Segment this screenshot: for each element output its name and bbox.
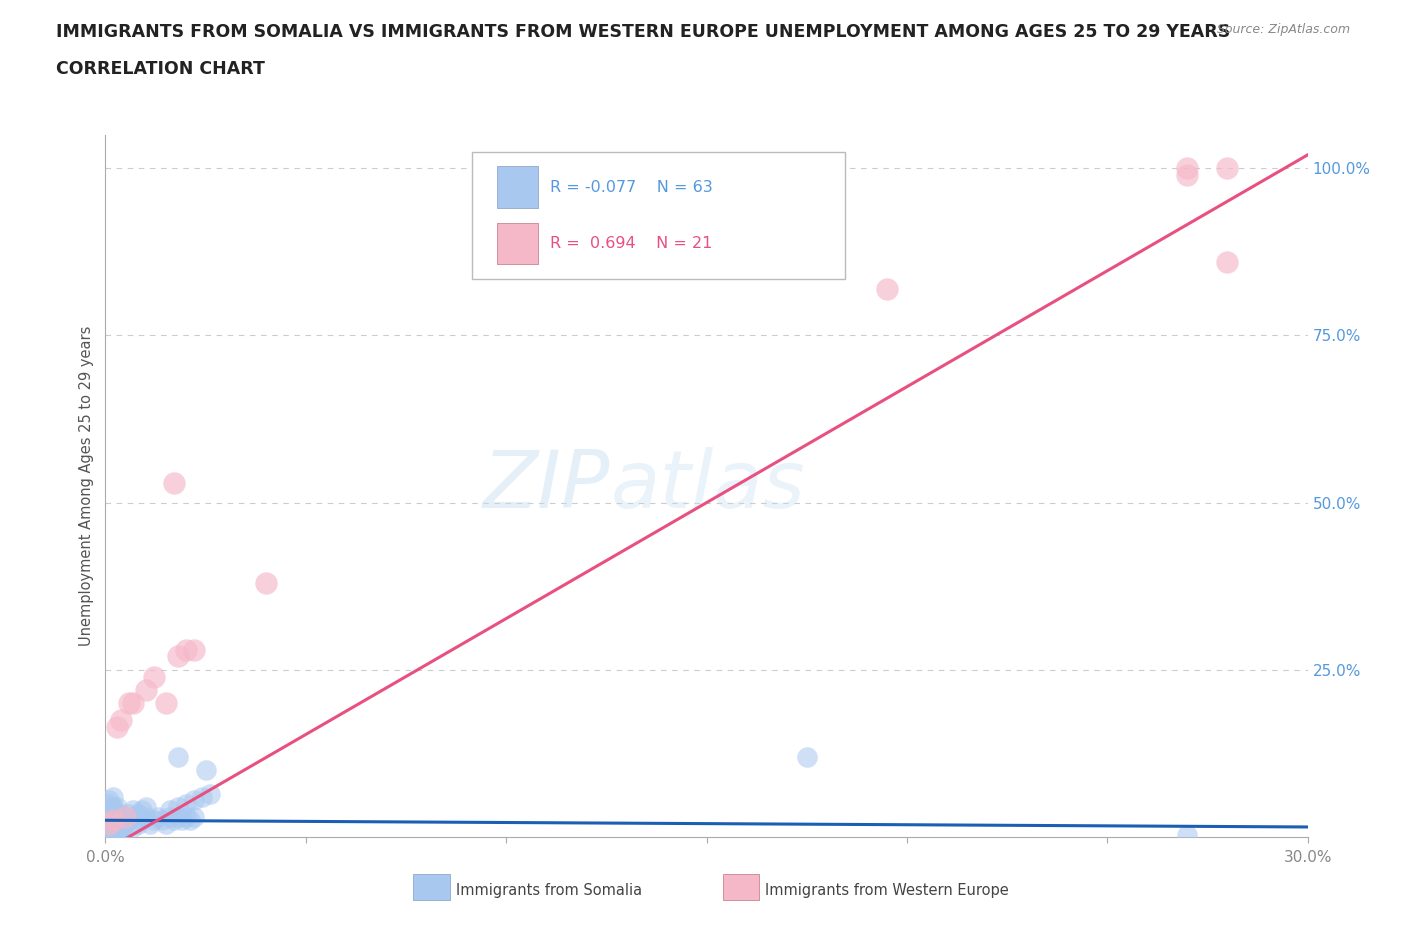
Point [103, 819, 125, 834]
Point [166, 750, 188, 764]
Point [98, 826, 121, 841]
Point [118, 806, 141, 821]
Point [162, 813, 184, 828]
Text: R = -0.077    N = 63: R = -0.077 N = 63 [550, 179, 713, 194]
Point [98, 806, 121, 821]
Point [166, 649, 188, 664]
Point [174, 809, 197, 824]
Point [103, 803, 125, 817]
Point [122, 696, 145, 711]
Point [122, 803, 145, 817]
Point [98, 823, 121, 838]
Point [118, 696, 141, 711]
Point [110, 712, 132, 727]
Point [1177, 828, 1199, 843]
Point [103, 790, 125, 804]
Point [796, 241, 818, 256]
Text: CORRELATION CHART: CORRELATION CHART [56, 60, 266, 78]
Point [142, 813, 165, 828]
Point [183, 643, 205, 658]
Point [103, 817, 125, 831]
Point [107, 826, 129, 841]
Point [107, 823, 129, 838]
Point [155, 817, 177, 831]
Point [110, 819, 132, 834]
Point [114, 809, 136, 824]
Point [110, 823, 132, 838]
Text: ZIP: ZIP [484, 447, 610, 525]
Point [103, 809, 125, 824]
Text: R =  0.694    N = 21: R = 0.694 N = 21 [550, 236, 713, 251]
Point [110, 826, 132, 841]
Point [127, 806, 149, 821]
Point [150, 813, 173, 828]
Point [103, 826, 125, 841]
Point [1216, 255, 1239, 270]
Point [131, 813, 153, 828]
Point [98, 803, 121, 817]
Point [103, 813, 125, 828]
Point [1177, 167, 1199, 182]
Point [98, 817, 121, 831]
Point [107, 806, 129, 821]
Point [98, 817, 121, 831]
FancyBboxPatch shape [498, 222, 538, 264]
Point [162, 475, 184, 490]
Point [170, 813, 193, 828]
Point [122, 819, 145, 834]
Point [103, 819, 125, 834]
Point [135, 800, 157, 815]
FancyBboxPatch shape [498, 166, 538, 208]
Point [114, 809, 136, 824]
Point [98, 796, 121, 811]
Text: IMMIGRANTS FROM SOMALIA VS IMMIGRANTS FROM WESTERN EUROPE UNEMPLOYMENT AMONG AGE: IMMIGRANTS FROM SOMALIA VS IMMIGRANTS FR… [56, 23, 1230, 41]
Text: Immigrants from Western Europe: Immigrants from Western Europe [765, 883, 1008, 897]
Point [166, 800, 188, 815]
Text: Immigrants from Somalia: Immigrants from Somalia [456, 883, 641, 897]
Point [1177, 161, 1199, 176]
Point [254, 576, 277, 591]
FancyBboxPatch shape [472, 153, 845, 279]
Point [107, 813, 129, 828]
Point [1216, 161, 1239, 176]
Point [194, 763, 217, 777]
Point [146, 809, 169, 824]
Point [127, 817, 149, 831]
Point [107, 719, 129, 734]
Point [190, 790, 212, 804]
Point [183, 809, 205, 824]
Point [155, 696, 177, 711]
Point [98, 809, 121, 824]
Point [103, 813, 125, 828]
Point [107, 800, 129, 815]
Y-axis label: Unemployment Among Ages 25 to 29 years: Unemployment Among Ages 25 to 29 years [79, 326, 94, 646]
Point [98, 813, 121, 828]
Point [107, 817, 129, 831]
Point [174, 796, 197, 811]
Point [135, 683, 157, 698]
Point [98, 792, 121, 807]
Point [796, 750, 818, 764]
Point [159, 803, 181, 817]
Point [159, 809, 181, 824]
Point [110, 806, 132, 821]
Point [183, 792, 205, 807]
Point [103, 800, 125, 815]
Point [198, 786, 221, 801]
Point [107, 819, 129, 834]
Point [135, 809, 157, 824]
Text: atlas: atlas [610, 447, 806, 525]
Point [138, 817, 160, 831]
Point [179, 813, 201, 828]
Point [114, 817, 136, 831]
Point [118, 813, 141, 828]
Point [174, 643, 197, 658]
Point [131, 803, 153, 817]
Point [876, 281, 898, 296]
Point [142, 669, 165, 684]
Point [166, 809, 188, 824]
Text: Source: ZipAtlas.com: Source: ZipAtlas.com [1216, 23, 1350, 36]
